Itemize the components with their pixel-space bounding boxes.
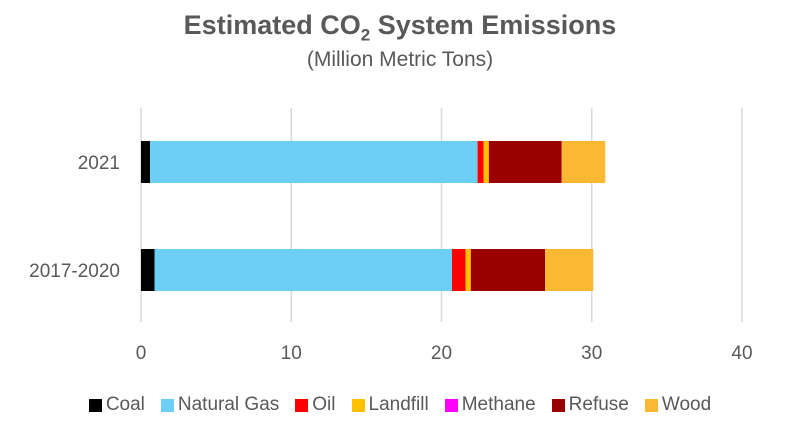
bar-segment-refuse <box>470 249 546 291</box>
legend-item: Refuse <box>551 394 629 416</box>
legend-item: Coal <box>88 394 145 416</box>
legend-item: Landfill <box>351 394 429 416</box>
legend-swatch <box>351 398 365 412</box>
legend-label: Oil <box>312 394 336 415</box>
legend: Coal Natural Gas Oil Landfill Methane Refuse W… <box>0 394 800 416</box>
legend-swatch <box>644 398 658 412</box>
legend-label: Landfill <box>368 394 429 415</box>
chart-title-subscript: 2 <box>360 25 371 45</box>
legend-item: Oil <box>295 394 336 416</box>
legend-item: Wood <box>644 394 712 416</box>
legend-swatch <box>160 398 174 412</box>
bar-segment-wood <box>545 249 594 291</box>
legend-label: Wood <box>661 394 712 415</box>
chart-title: Estimated CO2 System Emissions <box>0 10 800 45</box>
bar-segment-landfill <box>483 141 489 183</box>
legend-label: Natural Gas <box>177 394 280 415</box>
legend-label: Methane <box>461 394 536 415</box>
x-tick-label: 40 <box>731 343 752 364</box>
bar-segment-wood <box>561 141 606 183</box>
chart-title-suffix: System Emissions <box>370 10 617 40</box>
bar-segment-oil <box>452 249 466 291</box>
bar-segment-refuse <box>488 141 562 183</box>
legend-label: Coal <box>105 394 145 415</box>
x-tick-label: 30 <box>581 343 602 364</box>
legend-item: Natural Gas <box>160 394 280 416</box>
legend-swatch <box>295 398 309 412</box>
legend-label: Refuse <box>568 394 629 415</box>
bar-segment-landfill <box>465 249 471 291</box>
legend-swatch <box>88 398 102 412</box>
y-category-label: 2017-2020 <box>29 261 120 282</box>
legend-swatch <box>444 398 458 412</box>
y-category-label: 2021 <box>78 153 120 174</box>
legend-swatch <box>551 398 565 412</box>
bar-segment-natural-gas <box>154 249 453 291</box>
x-tick-label: 0 <box>136 343 147 364</box>
bar-segment-natural-gas <box>150 141 478 183</box>
bar-segment-coal <box>141 249 155 291</box>
bar-segment-oil <box>477 141 484 183</box>
x-tick-label: 10 <box>281 343 302 364</box>
x-tick-label: 20 <box>431 343 452 364</box>
legend-item: Methane <box>444 394 536 416</box>
chart-title-main: Estimated CO <box>183 10 361 40</box>
bar-segment-coal <box>141 141 151 183</box>
chart-subtitle: (Million Metric Tons) <box>306 48 494 71</box>
